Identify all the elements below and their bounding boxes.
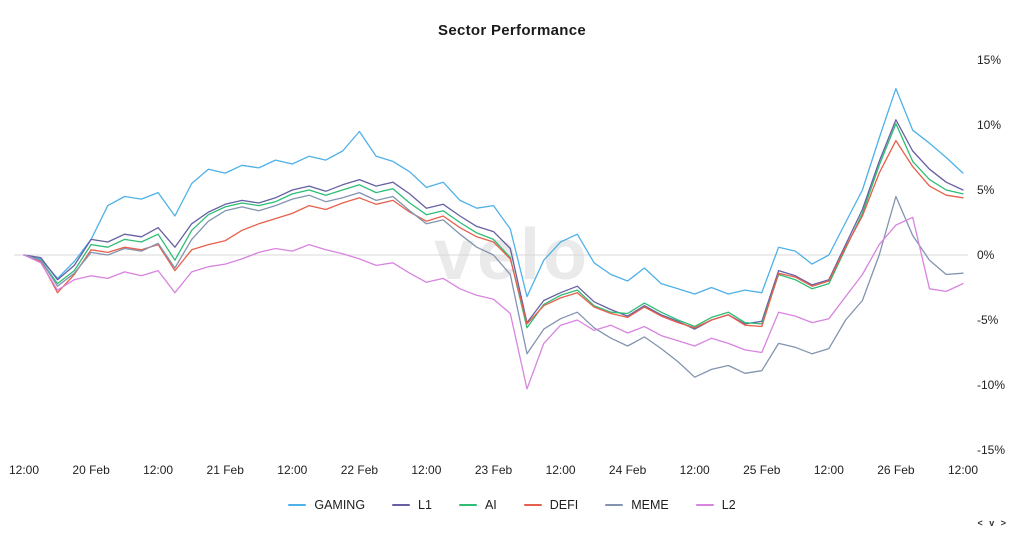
x-axis-label: 12:00 [948, 463, 978, 477]
x-axis-label: 23 Feb [475, 463, 513, 477]
legend-item-l2[interactable]: L2 [695, 498, 736, 512]
legend-item-l1[interactable]: L1 [392, 498, 432, 512]
x-axis-label: 12:00 [546, 463, 576, 477]
x-axis-label: 12:00 [814, 463, 844, 477]
legend-item-gaming[interactable]: GAMING [288, 498, 365, 512]
y-axis-label: -15% [977, 443, 1005, 457]
y-axis-label: 0% [977, 248, 995, 262]
y-axis-label: 10% [977, 118, 1001, 132]
x-axis-label: 12:00 [277, 463, 307, 477]
legend-label: DEFI [549, 498, 579, 512]
legend-label: MEME [631, 498, 669, 512]
x-axis-label: 12:00 [9, 463, 39, 477]
x-axis-label: 20 Feb [72, 463, 110, 477]
y-axis-label: -10% [977, 378, 1005, 392]
y-axis-label: 5% [977, 183, 995, 197]
legend-swatch-icon [392, 504, 411, 506]
chart-title: Sector Performance [438, 22, 586, 39]
velo-brand-mark[interactable]: < v > [977, 518, 1008, 528]
series-line-ai [23, 123, 964, 329]
x-axis-label: 21 Feb [207, 463, 245, 477]
legend-label: GAMING [314, 498, 366, 512]
legend-item-ai[interactable]: AI [458, 498, 497, 512]
series-line-l2 [23, 216, 964, 390]
x-axis-label: 12:00 [680, 463, 710, 477]
series-line-defi [23, 139, 964, 329]
y-axis-label: 15% [977, 53, 1001, 67]
x-axis-label: 26 Feb [877, 463, 915, 477]
legend-label: L2 [721, 498, 736, 512]
series-line-gaming [23, 87, 964, 298]
x-axis-label: 12:00 [411, 463, 441, 477]
x-axis-label: 25 Feb [743, 463, 781, 477]
legend-swatch-icon [288, 504, 307, 506]
legend-item-defi[interactable]: DEFI [523, 498, 579, 512]
x-axis-label: 12:00 [143, 463, 173, 477]
x-axis-label: 24 Feb [609, 463, 647, 477]
legend-label: L1 [418, 498, 432, 512]
x-axis-label: 22 Feb [341, 463, 379, 477]
legend-label: AI [484, 498, 497, 512]
legend-swatch-icon [605, 504, 624, 506]
legend-item-meme[interactable]: MEME [605, 498, 669, 512]
legend-swatch-icon [458, 504, 477, 506]
legend-swatch-icon [523, 504, 542, 506]
series-line-meme [23, 191, 964, 378]
legend-swatch-icon [695, 504, 714, 506]
y-axis-label: -5% [977, 313, 999, 327]
legend: GAMING L1 AI DEFI MEME L2 [0, 498, 1024, 512]
series-line-l1 [23, 119, 964, 330]
